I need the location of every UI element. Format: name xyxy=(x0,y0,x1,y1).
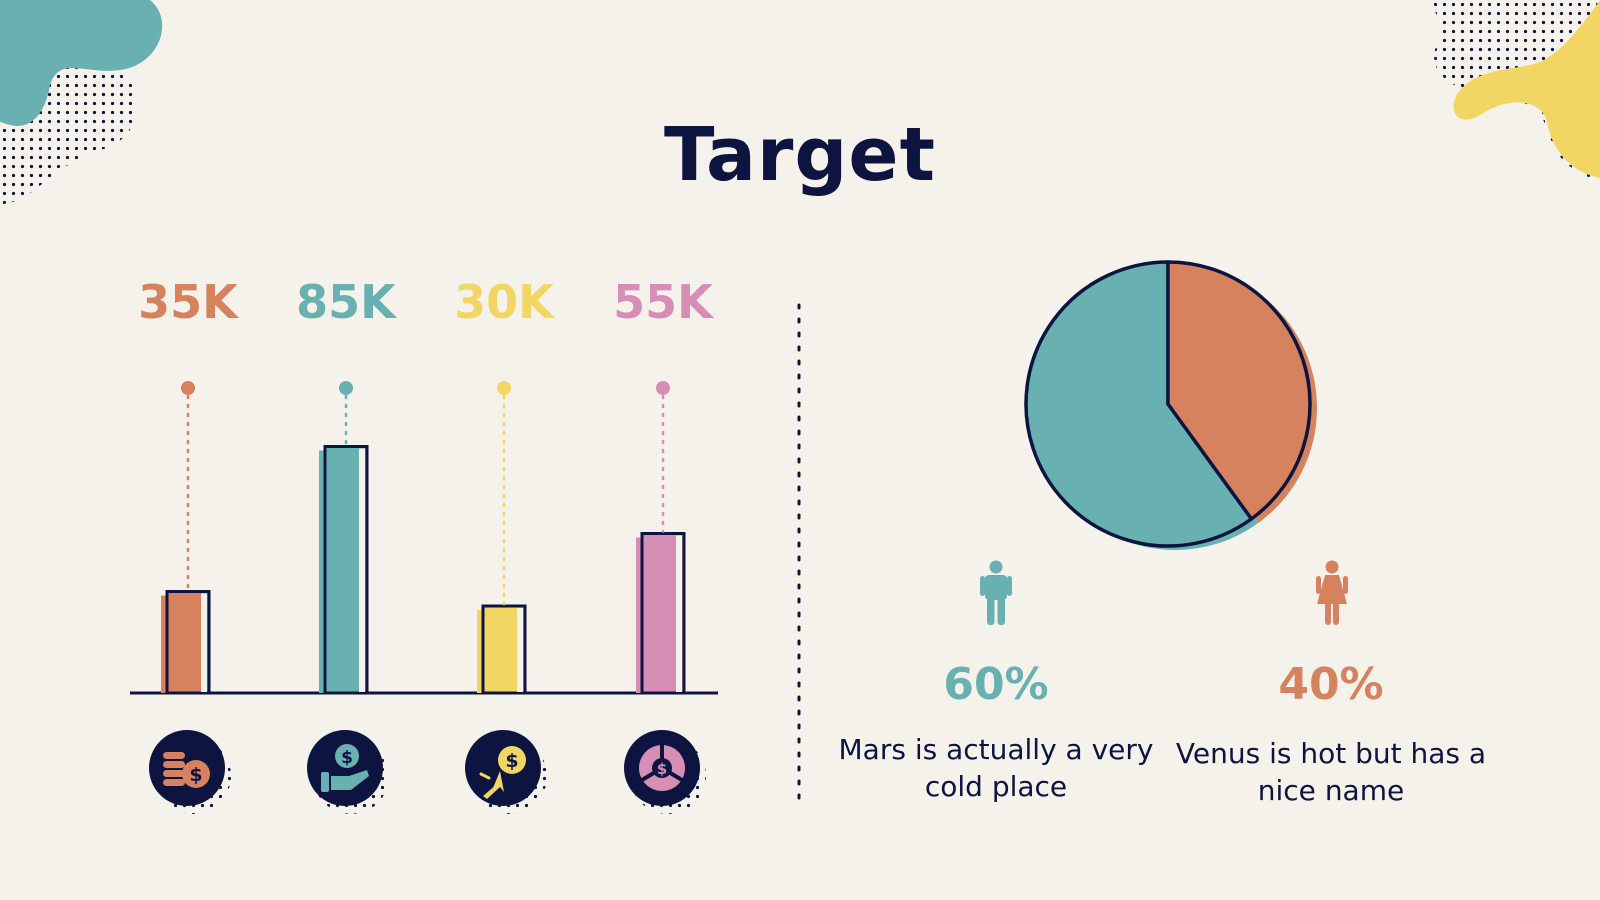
male-percentage: 60% xyxy=(943,659,1049,710)
bar-value-label: 85K xyxy=(296,275,398,329)
pie-slice xyxy=(1166,260,1312,521)
pie-dollar-icon: $ xyxy=(624,730,706,814)
bar-pin-dot xyxy=(656,381,670,395)
female-icon xyxy=(1316,560,1348,625)
female-percentage: 40% xyxy=(1278,659,1384,710)
bar-pin-dot xyxy=(181,381,195,395)
svg-text:$: $ xyxy=(657,760,667,778)
bar-highlight xyxy=(517,608,523,692)
bar-pin-dot xyxy=(339,381,353,395)
hand-holding-dollar-icon: $ xyxy=(307,730,389,814)
male-icon xyxy=(980,560,1012,625)
bar-pin-dot xyxy=(497,381,511,395)
bar-chart: 35K $85K $30K $55K $ xyxy=(130,275,718,814)
pie-chart xyxy=(1024,260,1317,550)
cursor-dollar-icon: $ xyxy=(465,730,547,814)
page-title: Target xyxy=(664,112,936,198)
bar-highlight xyxy=(676,535,682,692)
teal-blob-top-left xyxy=(0,0,163,126)
bar-highlight xyxy=(201,593,207,692)
yellow-blob-top-right xyxy=(1453,0,1600,178)
bar-group: 35K xyxy=(138,275,240,695)
bar-value-label: 55K xyxy=(613,275,715,329)
female-description: Venus is hot but has a nice name xyxy=(1175,737,1487,807)
svg-text:$: $ xyxy=(341,748,353,768)
svg-text:$: $ xyxy=(189,764,202,786)
bar-value-label: 35K xyxy=(138,275,240,329)
pie-slice xyxy=(1024,260,1254,548)
svg-text:$: $ xyxy=(505,750,518,772)
bar-value-label: 30K xyxy=(454,275,556,329)
male-description: Mars is actually a very cold place xyxy=(838,733,1154,803)
coins-dollar-icon: $ xyxy=(149,730,231,814)
bar-group: 85K xyxy=(296,275,398,695)
bar-highlight xyxy=(359,448,365,692)
bar-group: 30K xyxy=(454,275,556,695)
bar-group: 55K xyxy=(613,275,715,695)
